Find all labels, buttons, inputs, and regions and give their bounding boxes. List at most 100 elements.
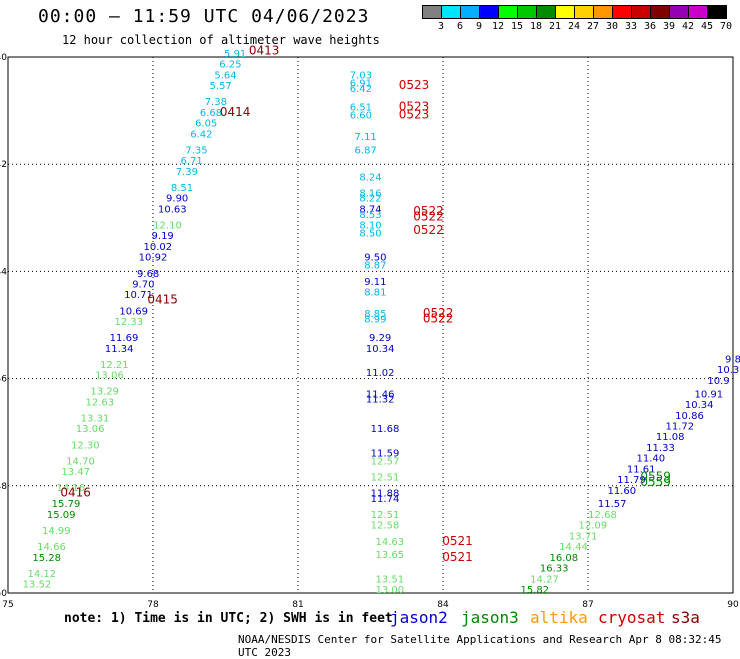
- swh-value-label: 11.60: [608, 486, 637, 497]
- swh-value-label: 11.72: [666, 422, 695, 433]
- swh-value-label: 13.71: [569, 531, 598, 542]
- pass-time-label: 0414: [220, 105, 251, 119]
- pass-time-label: 0522: [423, 311, 454, 325]
- swh-value-label: 14.41: [13, 606, 42, 617]
- swh-value-label: 8.74: [359, 204, 381, 215]
- swh-value-label: 8.99: [364, 314, 386, 325]
- swh-value-label: 8.50: [359, 229, 381, 240]
- swh-value-label: 11.33: [646, 443, 675, 454]
- swh-value-label: 10.71: [124, 290, 153, 301]
- swh-value-label: 12.51: [371, 510, 400, 521]
- pass-time-label: 0559: [640, 469, 671, 483]
- x-tick-label: 81: [292, 600, 303, 610]
- swh-value-label: 11.59: [371, 448, 400, 459]
- swh-value-label: 10.02: [144, 242, 173, 253]
- swh-value-label: 13.51: [376, 574, 405, 585]
- pass-time-label: 0559: [640, 475, 671, 489]
- swh-value-label: 10.3: [717, 365, 739, 376]
- swh-value-label: 11.68: [371, 424, 400, 435]
- swh-value-label: 5.64: [214, 70, 236, 81]
- swh-value-label: 11.08: [656, 432, 685, 443]
- swh-value-label: 12.63: [86, 397, 115, 408]
- swh-value-label: 9.8: [725, 355, 740, 366]
- swh-value-label: 7.38: [205, 97, 227, 108]
- swh-value-label: 14.66: [37, 542, 66, 553]
- swh-value-label: 11.69: [110, 333, 139, 344]
- color-scale-label: 24: [567, 21, 581, 32]
- legend-cryosat: cryosat: [598, 608, 666, 627]
- swh-value-label: 11.46: [366, 389, 395, 400]
- color-scale-label: 45: [700, 21, 714, 32]
- swh-value-label: 8.85: [364, 309, 386, 320]
- swh-value-label: 14.12: [28, 569, 57, 580]
- swh-value-label: 14.27: [530, 574, 559, 585]
- swh-value-label: 9.90: [166, 194, 188, 205]
- swh-value-label: 6.05: [195, 119, 217, 130]
- pass-time-label: 0523: [399, 78, 430, 92]
- color-scale-label: 9: [475, 21, 483, 32]
- swh-value-label: 9.19: [152, 231, 174, 242]
- swh-value-label: 14.70: [66, 456, 95, 467]
- pass-time-label: 0413: [249, 43, 280, 57]
- swh-value-label: 14.63: [376, 537, 405, 548]
- x-tick-label: 90: [727, 600, 739, 610]
- pass-time-label: 0521: [442, 550, 473, 564]
- swh-value-label: 14.44: [559, 542, 588, 553]
- y-tick-label: -40: [0, 53, 7, 63]
- swh-value-label: 9.68: [137, 269, 159, 280]
- swh-value-label: 8.81: [364, 288, 386, 299]
- color-scale-label: 21: [548, 21, 562, 32]
- pass-time-label: 0416: [60, 486, 91, 500]
- swh-value-label: 16.33: [540, 564, 569, 575]
- swh-value-label: 12.58: [371, 521, 400, 532]
- color-scale-label: 3: [437, 21, 445, 32]
- swh-value-label: 9.50: [364, 253, 386, 264]
- swh-value-label: 15.09: [47, 510, 76, 521]
- legend-altika: altika: [530, 608, 588, 627]
- color-scale-label: 27: [586, 21, 600, 32]
- swh-value-label: 13.65: [376, 550, 405, 561]
- swh-value-label: 8.24: [359, 172, 381, 183]
- swh-value-label: 12.21: [100, 360, 129, 371]
- swh-value-label: 6.25: [219, 60, 241, 71]
- swh-value-label: 10.69: [119, 306, 148, 317]
- swh-value-label: 10.63: [158, 204, 187, 215]
- legend-jason3: jason3: [461, 608, 519, 627]
- swh-value-label: 8.16: [359, 188, 381, 199]
- swh-value-label: 11.88: [371, 489, 400, 500]
- color-scale-label: 12: [491, 21, 505, 32]
- swh-value-label: 9.70: [132, 279, 154, 290]
- color-scale-label: 39: [662, 21, 676, 32]
- swh-value-label: 7.39: [176, 167, 198, 178]
- color-scale-label: 70: [719, 21, 733, 32]
- swh-value-label: 11.61: [627, 464, 656, 475]
- swh-value-label: 8.51: [171, 183, 193, 194]
- swh-value-label: 12.10: [153, 221, 182, 232]
- swh-value-label: 8.10: [359, 221, 381, 232]
- x-tick-label: 75: [2, 600, 13, 610]
- swh-value-label: 15.19: [511, 596, 540, 607]
- color-scale-label: 36: [643, 21, 657, 32]
- swh-value-label: 12.30: [71, 440, 100, 451]
- swh-value-label: 13.31: [81, 413, 110, 424]
- color-swatch: [707, 5, 727, 19]
- swh-value-label: 11.57: [598, 499, 627, 510]
- color-scale-label: 18: [529, 21, 543, 32]
- credit-line: NOAA/NESDIS Center for Satellite Applica…: [238, 633, 722, 659]
- swh-value-label: 8.53: [359, 210, 381, 221]
- swh-value-label: 10.86: [675, 411, 704, 422]
- swh-value-label: 12.33: [115, 317, 144, 328]
- swh-value-label: 6.71: [181, 156, 203, 167]
- pass-time-label: 0415: [147, 293, 178, 307]
- swh-value-label: 9.11: [364, 277, 386, 288]
- swh-value-label: 11.34: [105, 344, 134, 355]
- pass-time-label: 0522: [413, 223, 444, 237]
- note-text: note: 1) Time is in UTC; 2) SWH is in fe…: [64, 611, 393, 626]
- pass-time-label: 0523: [399, 100, 430, 114]
- legend-s3a: s3a: [671, 608, 700, 627]
- map-title: 00:00 – 11:59 UTC 04/06/2023: [38, 6, 370, 27]
- swh-value-label: 7.11: [355, 132, 377, 143]
- swh-value-label: 11.02: [366, 368, 395, 379]
- pass-time-label: 0522: [413, 209, 444, 223]
